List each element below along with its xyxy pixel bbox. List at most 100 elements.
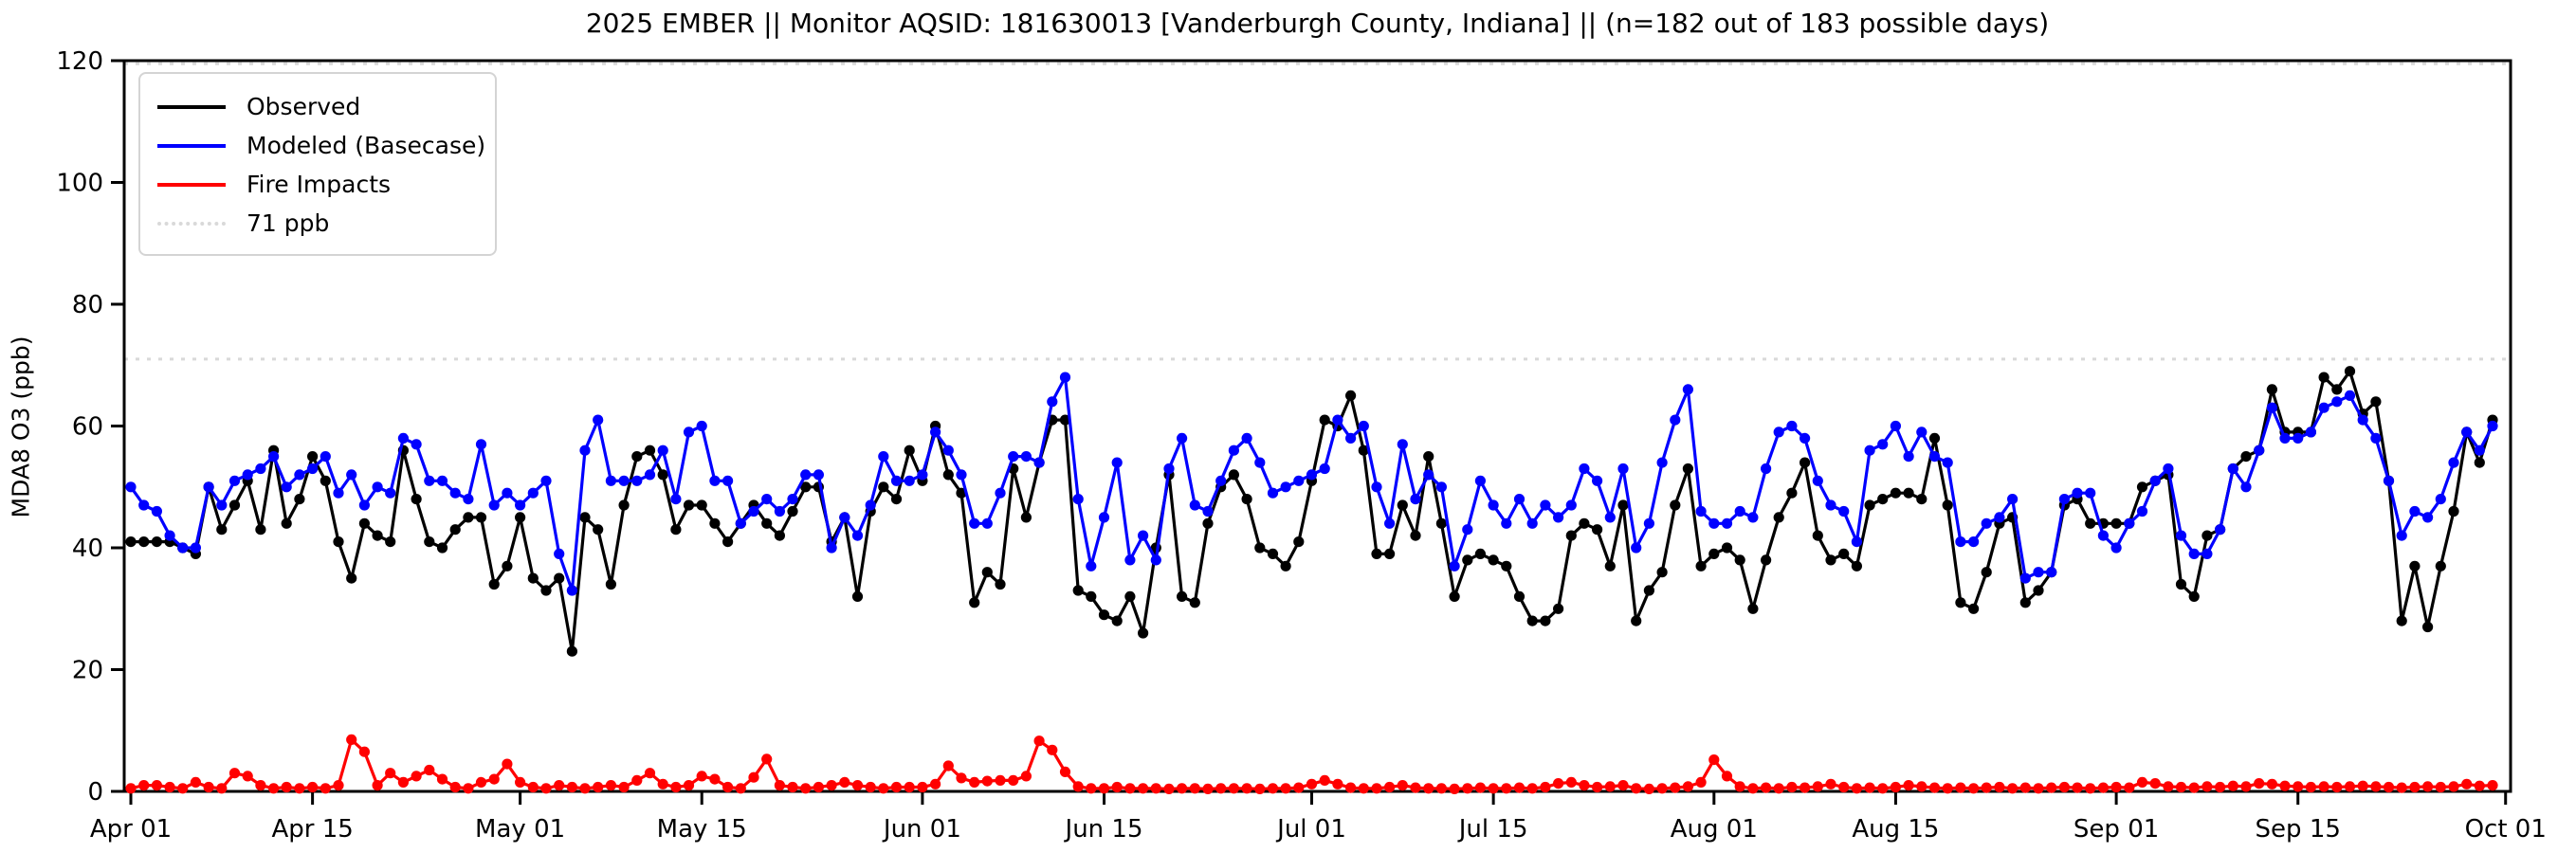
data-point xyxy=(670,524,682,535)
data-point xyxy=(385,487,396,499)
data-point xyxy=(449,781,461,793)
data-point xyxy=(1773,512,1784,523)
data-point xyxy=(722,781,734,793)
data-point xyxy=(1968,536,1980,548)
data-point xyxy=(1124,590,1136,603)
data-point xyxy=(1345,390,1357,401)
data-point xyxy=(2487,780,2498,791)
data-point xyxy=(449,524,461,535)
x-tick-label: Aug 01 xyxy=(1671,815,1758,844)
legend-label: Fire Impacts xyxy=(247,171,392,198)
data-point xyxy=(2019,597,2031,608)
data-point xyxy=(631,451,643,463)
data-point xyxy=(1280,560,1291,572)
data-point xyxy=(605,475,617,486)
data-point xyxy=(709,475,721,486)
legend-item: Modeled (Basecase) xyxy=(157,126,485,165)
data-point xyxy=(125,481,137,493)
data-point xyxy=(1138,627,1149,639)
data-point xyxy=(1059,766,1071,778)
data-point xyxy=(1138,530,1149,541)
data-point xyxy=(683,426,695,438)
data-point xyxy=(397,776,409,789)
data-point xyxy=(644,469,656,481)
data-point xyxy=(1111,457,1123,468)
data-point xyxy=(164,781,175,793)
data-point xyxy=(774,780,786,791)
data-point xyxy=(942,469,954,481)
data-point xyxy=(851,780,864,791)
data-point xyxy=(1864,499,1875,511)
data-point xyxy=(722,475,734,486)
data-point xyxy=(1332,778,1343,789)
data-point xyxy=(1228,445,1239,456)
data-point xyxy=(268,451,280,463)
data-point xyxy=(2396,530,2407,541)
data-point xyxy=(1540,781,1551,793)
data-point xyxy=(735,517,746,529)
data-point xyxy=(527,572,539,584)
data-point xyxy=(826,542,837,554)
data-point xyxy=(1488,554,1499,566)
data-point xyxy=(631,475,643,486)
data-point xyxy=(1526,783,1538,794)
data-point xyxy=(800,481,812,493)
data-point xyxy=(1579,463,1590,475)
data-point xyxy=(579,512,591,523)
data-point xyxy=(1150,554,1161,566)
data-point xyxy=(2331,396,2343,408)
data-point xyxy=(1202,783,1214,795)
data-point xyxy=(1695,505,1707,517)
data-point xyxy=(2409,560,2421,572)
data-point xyxy=(618,475,630,486)
data-point xyxy=(1513,782,1526,793)
data-point xyxy=(851,590,864,603)
data-point xyxy=(346,734,357,746)
data-point xyxy=(2136,776,2148,789)
data-point xyxy=(1825,554,1836,566)
data-point xyxy=(865,781,876,793)
data-point xyxy=(2293,432,2304,444)
data-point xyxy=(1656,783,1668,794)
data-point xyxy=(1656,457,1668,468)
data-point xyxy=(2409,505,2421,517)
data-point xyxy=(1293,536,1305,548)
data-point xyxy=(216,783,228,794)
data-point xyxy=(2240,481,2252,493)
data-point xyxy=(904,445,915,456)
data-point xyxy=(1890,487,1901,499)
data-point xyxy=(1968,783,1980,794)
data-point xyxy=(956,772,967,784)
data-point xyxy=(593,414,604,426)
data-point xyxy=(1319,463,1330,475)
data-point xyxy=(2110,781,2122,793)
data-point xyxy=(579,783,591,794)
data-point xyxy=(1462,783,1473,794)
data-point xyxy=(1501,560,1512,572)
data-point xyxy=(1254,457,1266,468)
data-point xyxy=(878,451,889,463)
data-point xyxy=(1812,475,1823,486)
data-point xyxy=(1345,432,1357,444)
data-point xyxy=(1526,517,1538,529)
data-point xyxy=(2487,420,2498,432)
data-point xyxy=(1358,783,1369,794)
data-point xyxy=(644,768,656,779)
data-point xyxy=(281,481,292,493)
data-point xyxy=(1086,590,1097,603)
data-point xyxy=(1734,781,1745,792)
data-point xyxy=(2072,782,2083,793)
data-point xyxy=(1033,457,1045,468)
x-tick-label: Oct 01 xyxy=(2465,815,2547,844)
data-point xyxy=(566,585,578,596)
data-point xyxy=(657,778,668,789)
data-point xyxy=(981,775,993,787)
data-point xyxy=(2396,615,2407,626)
data-point xyxy=(1163,783,1175,795)
data-point xyxy=(670,781,682,793)
data-point xyxy=(1189,783,1200,794)
data-point xyxy=(2136,505,2148,517)
data-point xyxy=(1474,782,1486,793)
legend-swatch-71-ppb xyxy=(157,221,226,226)
data-point xyxy=(151,505,162,517)
